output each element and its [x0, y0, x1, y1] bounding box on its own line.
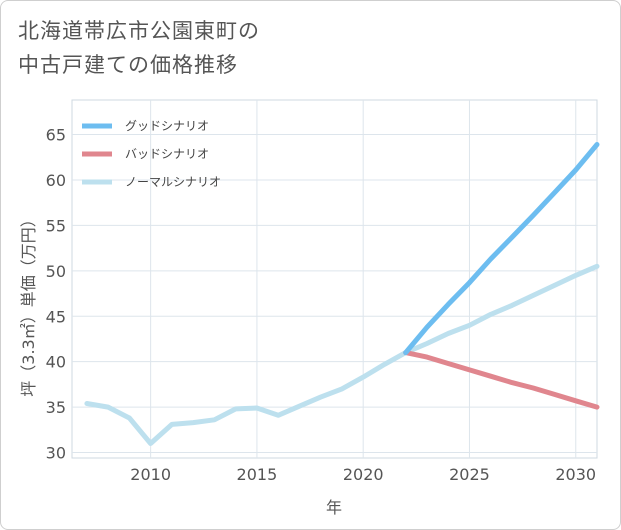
y-tick-label: 55 — [46, 216, 66, 235]
y-tick-label: 50 — [46, 262, 66, 281]
chart-title-line2: 中古戸建ての価格推移 — [18, 53, 238, 77]
x-axis-label: 年 — [326, 498, 342, 517]
y-tick-label: 35 — [46, 398, 66, 417]
x-tick-label: 2030 — [555, 465, 596, 484]
y-tick-label: 30 — [46, 444, 66, 463]
series-lines — [84, 142, 600, 446]
chart-title-line1: 北海道帯広市公園東町の — [18, 19, 260, 43]
legend-label: ノーマルシナリオ — [125, 175, 221, 189]
x-tick-label: 2010 — [130, 465, 171, 484]
series-line-3 — [84, 263, 600, 446]
x-tick-label: 2020 — [343, 465, 384, 484]
tick-labels: 30 35 40 45 50 55 60 65 2010 2015 2020 2025 2030 — [46, 126, 596, 484]
y-tick-label: 60 — [46, 171, 66, 190]
x-tick-label: 2025 — [449, 465, 490, 484]
y-tick-label: 45 — [46, 307, 66, 326]
series-line-1 — [403, 142, 600, 356]
legend-label: グッドシナリオ — [125, 119, 209, 133]
plot-area — [71, 99, 598, 459]
x-tick-label: 2015 — [237, 465, 278, 484]
y-axis-label: 坪（3.3㎡）単価（万円） — [19, 211, 38, 396]
legend-label: バッドシナリオ — [125, 147, 209, 161]
series-line-2 — [403, 350, 600, 410]
chart-title: 北海道帯広市公園東町の 中古戸建ての価格推移 — [18, 14, 260, 82]
y-tick-label: 40 — [46, 353, 66, 372]
y-tick-label: 65 — [46, 126, 66, 145]
